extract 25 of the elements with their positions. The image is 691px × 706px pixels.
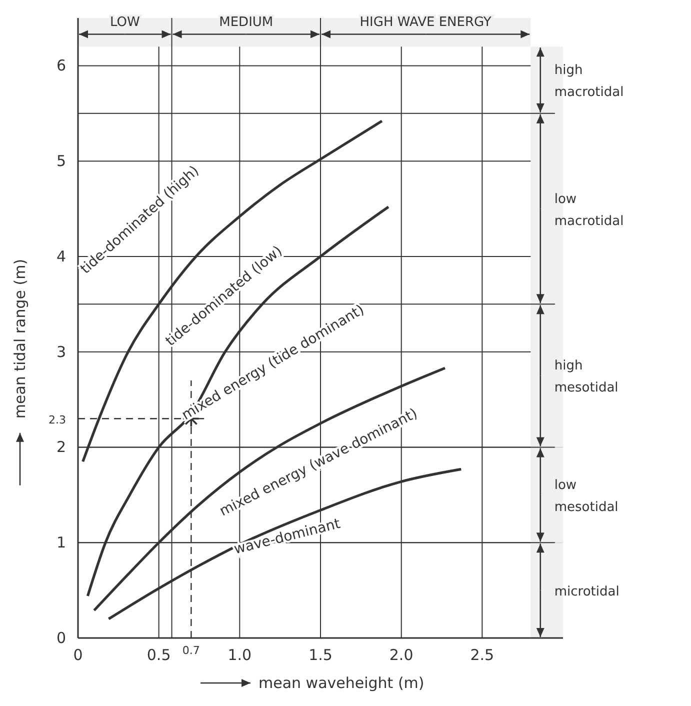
- x-tick-label: 2.0: [389, 646, 414, 664]
- band-label: high mesotidal: [554, 358, 618, 396]
- band-label: high macrotidal: [554, 63, 624, 100]
- band-label: LOW: [110, 15, 140, 30]
- y-tick-label: 2.3: [48, 414, 66, 427]
- x-tick-label: 2.5: [470, 646, 494, 664]
- band-label: low mesotidal: [554, 478, 618, 515]
- band-label: microtidal: [554, 584, 620, 600]
- x-tick-label: 1.0: [228, 646, 252, 664]
- x-tick-label: 1.5: [308, 646, 332, 664]
- band-label: low macrotidal: [554, 192, 624, 229]
- y-tick-label: 6: [56, 56, 66, 75]
- y-tick-label: 0: [56, 629, 66, 647]
- y-tick-label: 1: [56, 534, 66, 552]
- x-tick-label: 0: [73, 646, 83, 664]
- y-tick-label: 4: [56, 247, 66, 266]
- y-tick-label: 3: [56, 342, 66, 361]
- y-axis-title: mean tidal range (m): [11, 258, 29, 419]
- band-label: HIGH WAVE ENERGY: [360, 15, 492, 30]
- y-tick-label: 5: [56, 152, 66, 170]
- x-tick-label: 0.5: [146, 646, 171, 664]
- band-label: MEDIUM: [219, 15, 274, 30]
- x-tick-label: 0.7: [182, 644, 200, 657]
- y-tick-label: 2: [56, 438, 66, 456]
- x-axis-title: mean waveheight (m): [258, 674, 424, 692]
